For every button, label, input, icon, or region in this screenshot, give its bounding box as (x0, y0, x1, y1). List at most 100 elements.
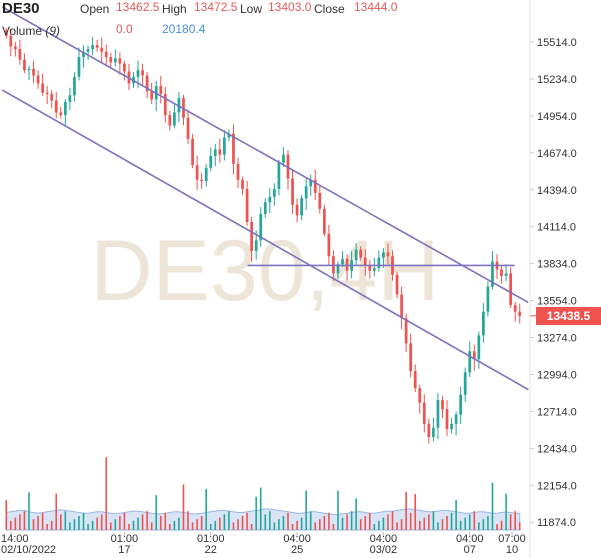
candle-body (500, 269, 503, 277)
candle-body (113, 58, 117, 63)
volume-bar (10, 520, 12, 530)
volume-bar (250, 524, 253, 530)
candle-body (218, 149, 222, 155)
volume-bar (196, 519, 198, 530)
volume-bar (128, 524, 130, 530)
volume-bar (23, 511, 26, 530)
y-tick-label: 12154.0 (537, 480, 577, 492)
candle-body (336, 264, 340, 274)
volume-bar (328, 512, 330, 530)
y-tick-label: 12714.0 (537, 406, 577, 418)
candle-body (372, 268, 376, 271)
candle-body (445, 409, 449, 430)
volume-bar (255, 496, 257, 530)
candle-body (295, 204, 299, 216)
volume-bar (332, 524, 335, 530)
y-tick-label: 15514.0 (537, 37, 577, 49)
volume-bar (446, 516, 448, 530)
volume-bar (246, 512, 248, 530)
volume-bar (346, 514, 348, 530)
volume-bar (237, 519, 239, 530)
candle-body (32, 68, 35, 76)
volume-bar (423, 517, 426, 530)
candle-body (418, 388, 422, 403)
volume-bar (78, 516, 80, 530)
volume-bar (355, 498, 357, 530)
candle-body (136, 70, 140, 77)
candle-body (277, 162, 281, 189)
volume-bar (468, 514, 471, 530)
x-tick-time: 07:00 (498, 533, 526, 545)
candle-body (123, 63, 126, 72)
candle-body (18, 49, 22, 60)
candle-body (141, 70, 144, 76)
volume-bar (337, 490, 339, 530)
candle-body (291, 178, 294, 205)
candle-body (104, 51, 108, 58)
volume-bar (146, 511, 148, 530)
candle-body (327, 233, 331, 257)
candle-body (304, 186, 308, 199)
volume-value: 0.0 (116, 22, 133, 36)
candle-body (73, 76, 76, 96)
candle-body (95, 45, 99, 48)
last-price-badge: 13438.5 (536, 307, 601, 325)
volume-bar (459, 520, 462, 530)
candle-body (263, 202, 267, 215)
candle-body (486, 286, 490, 312)
candle-body (259, 214, 263, 241)
volume-bar (432, 511, 435, 530)
volume-bar (364, 516, 367, 530)
x-tick-date: 22 (205, 544, 217, 556)
volume-bar (378, 520, 380, 530)
candle-body (432, 427, 435, 438)
volume-bar (14, 517, 17, 530)
candle-body (282, 154, 285, 163)
candle-body (36, 75, 40, 84)
channel-lower-line (1, 89, 529, 391)
volume-bar (505, 493, 507, 530)
volume-label[interactable]: Volume (9) (2, 24, 61, 38)
candle-body (318, 192, 322, 209)
volume-bar (28, 492, 30, 530)
volume-bar (518, 522, 521, 530)
volume-bar (387, 514, 389, 530)
volume-bar (269, 511, 271, 530)
low-label: Low (240, 2, 263, 16)
volume-bar (46, 524, 48, 530)
volume-bar (100, 514, 103, 530)
volume-bar (514, 511, 516, 530)
volume-bar (178, 517, 180, 530)
volume-bar (164, 512, 167, 530)
volume-bar (214, 520, 217, 530)
candle-body (482, 311, 485, 336)
candle-body (54, 100, 58, 113)
volume-bar (69, 522, 71, 530)
volume-bar (59, 514, 62, 530)
candle-body (59, 112, 63, 116)
volume-bar (50, 520, 53, 530)
y-tick-label: 12994.0 (537, 369, 577, 381)
candle-body (409, 343, 413, 372)
volume-bar (418, 520, 421, 530)
candle-body (245, 188, 249, 222)
candle-body (209, 155, 213, 168)
volume-bar (409, 512, 412, 530)
candle-body (404, 318, 408, 344)
volume-bar (291, 524, 294, 530)
volume-bar (400, 519, 403, 530)
volume-bar (464, 517, 467, 530)
volume-bar (368, 512, 371, 530)
volume-bar (96, 517, 98, 530)
candle-body (236, 163, 240, 180)
volume-ma-area (5, 508, 521, 531)
candle-body (173, 112, 176, 126)
volume-bar (273, 522, 276, 530)
symbol-name[interactable]: DE30 (2, 0, 40, 17)
candle-body (150, 91, 154, 100)
candle-body (45, 92, 49, 94)
candle-body (195, 165, 199, 180)
candle-body (82, 51, 85, 58)
candle-body (413, 371, 417, 389)
